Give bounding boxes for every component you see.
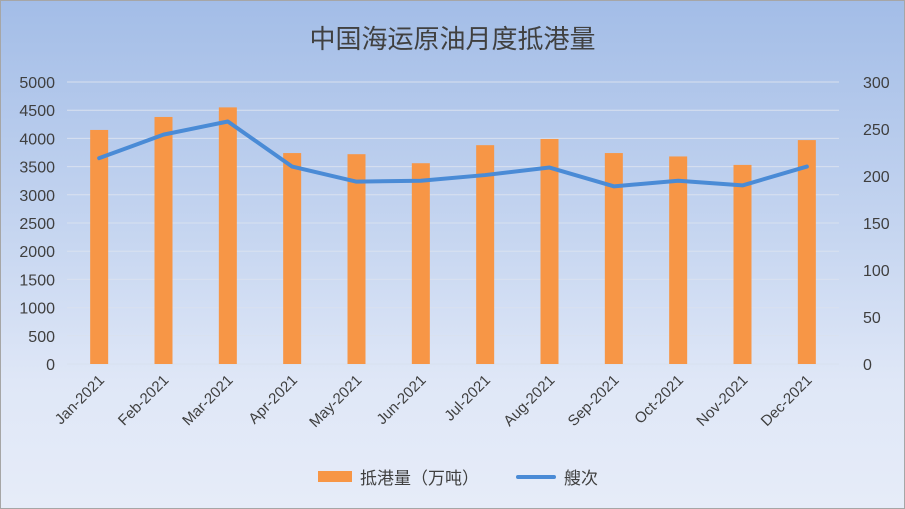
bar [540, 138, 559, 364]
x-tick-label: Jan-2021 [52, 372, 108, 428]
x-tick-label: Jun-2021 [373, 372, 429, 428]
chart-title: 中国海运原油月度抵港量 [309, 25, 596, 55]
left-y-tick-label: 5000 [19, 75, 55, 92]
bar [90, 129, 109, 364]
left-y-tick-label: 0 [46, 357, 55, 374]
series-line [97, 119, 809, 189]
x-tick-label: Dec-2021 [758, 372, 816, 430]
left-y-tick-label: 4000 [19, 131, 55, 148]
gridlines [67, 81, 839, 365]
left-y-tick-label: 1500 [19, 272, 55, 289]
left-y-tick-label: 2000 [19, 244, 55, 261]
bar [218, 107, 237, 364]
left-y-tick-label: 3000 [19, 188, 55, 205]
legend: 抵港量（万吨） 艘次 [1, 464, 904, 489]
right-y-tick-label: 0 [863, 357, 872, 374]
left-y-tick-label: 1000 [19, 301, 55, 318]
left-y-tick-label: 500 [28, 329, 55, 346]
x-tick-label: May-2021 [306, 372, 365, 431]
bar [669, 156, 688, 364]
bar [797, 140, 816, 364]
bar [411, 163, 430, 364]
legend-item-arrivals: 抵港量（万吨） [318, 464, 479, 489]
right-y-tick-label: 50 [863, 310, 881, 327]
bar [733, 164, 752, 364]
left-y-tick-label: 3500 [19, 160, 55, 177]
right-y-tick-label: 300 [863, 75, 890, 92]
line-series [97, 119, 809, 189]
left-y-axis: 0 500 1000 1500 2000 2500 3000 3500 4000 4500 5000 [19, 75, 55, 374]
right-y-tick-label: 200 [863, 169, 890, 186]
x-axis: Jan-2021 Feb-2021 Mar-2021 Apr-2021 May-2021… [52, 372, 816, 431]
legend-item-voyages: 艘次 [516, 464, 598, 489]
bar [347, 154, 366, 364]
x-tick-label: Nov-2021 [693, 372, 751, 430]
bar [604, 153, 623, 364]
x-tick-label: Apr-2021 [245, 372, 301, 428]
right-y-tick-label: 100 [863, 263, 890, 280]
bar [283, 153, 302, 364]
bar [154, 116, 173, 364]
left-y-tick-label: 2500 [19, 216, 55, 233]
chart-canvas: 0500100015002000250030003500400045005000… [19, 75, 890, 431]
legend-swatch-line [516, 474, 556, 479]
x-tick-label: Mar-2021 [179, 372, 236, 429]
right-y-tick-label: 250 [863, 122, 890, 139]
left-y-tick-label: 4500 [19, 103, 55, 120]
x-tick-label: Oct-2021 [631, 372, 687, 428]
legend-label-voyages: 艘次 [564, 469, 598, 489]
right-y-tick-label: 150 [863, 216, 890, 233]
legend-swatch-bar [318, 471, 352, 482]
bar [476, 145, 495, 364]
right-y-axis: 0 50 100 150 200 250 300 [863, 75, 890, 374]
x-tick-label: Aug-2021 [500, 372, 558, 430]
x-tick-label: Jul-2021 [441, 372, 494, 425]
x-tick-label: Sep-2021 [565, 372, 623, 430]
x-tick-label: Feb-2021 [115, 372, 172, 429]
legend-label-arrivals: 抵港量（万吨） [360, 469, 479, 489]
bar-series [90, 107, 816, 364]
